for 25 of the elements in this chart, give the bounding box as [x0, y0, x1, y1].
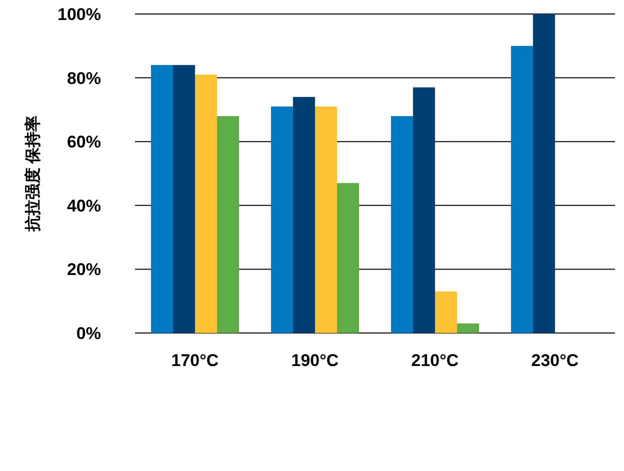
x-tick-label: 170°C — [171, 351, 219, 370]
bar — [173, 65, 195, 333]
x-tick-label: 190°C — [291, 351, 339, 370]
y-tick-label: 20% — [66, 260, 101, 280]
x-tick-label: 210°C — [411, 351, 459, 370]
bar — [195, 74, 217, 333]
bar — [511, 46, 533, 333]
y-tick-label: 60% — [66, 132, 101, 152]
y-tick-label: 0% — [76, 324, 101, 343]
y-axis-title: 抗拉强度 保持率 — [23, 115, 42, 233]
y-tick-label: 100% — [58, 5, 101, 24]
x-tick-label: 230°C — [531, 351, 579, 370]
bar — [533, 14, 555, 333]
bar — [217, 116, 239, 333]
bar — [337, 183, 359, 333]
bar — [271, 106, 293, 333]
y-tick-label: 40% — [66, 196, 101, 216]
bar — [413, 87, 435, 333]
bar — [151, 65, 173, 333]
bar — [293, 96, 315, 333]
bar — [435, 292, 457, 333]
bar — [457, 323, 479, 333]
bar — [315, 106, 337, 333]
bar — [391, 116, 413, 333]
y-tick-label: 80% — [66, 68, 101, 88]
